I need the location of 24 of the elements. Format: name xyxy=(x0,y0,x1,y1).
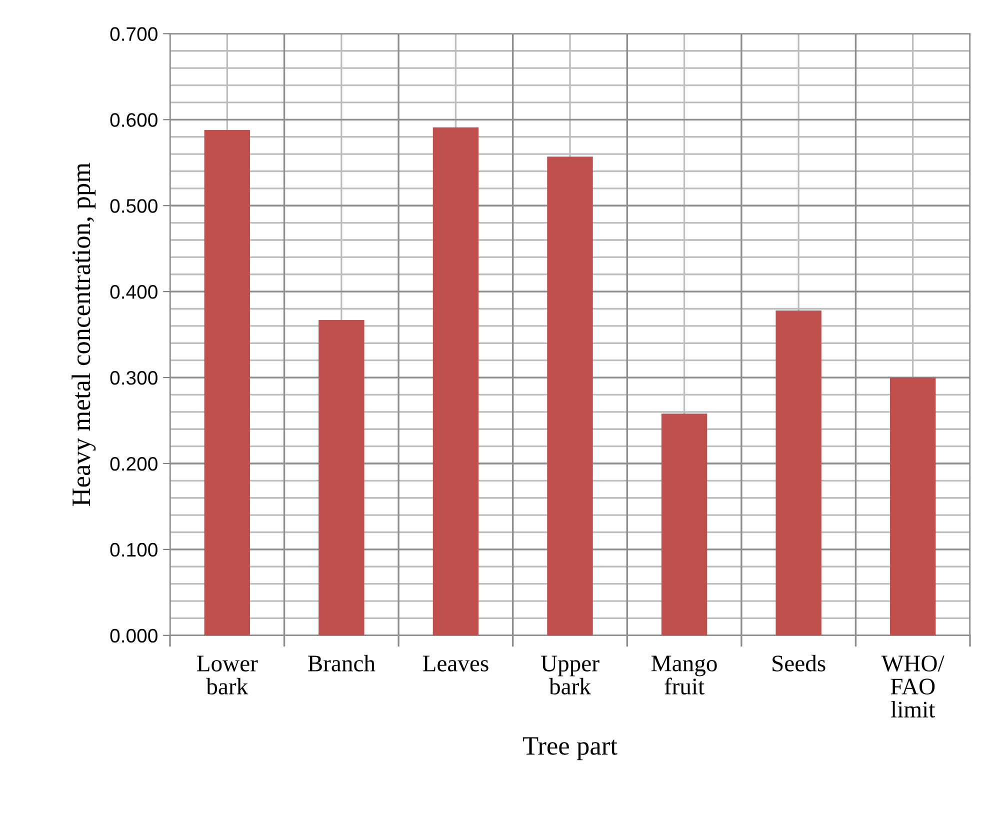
x-tick-label: Upper bark xyxy=(540,656,600,695)
y-axis-title: Heavy metal concentration, ppm xyxy=(72,162,96,506)
bar xyxy=(318,320,364,636)
y-tick-label: 0.100 xyxy=(110,542,158,557)
y-tick-label: 0.600 xyxy=(110,113,158,127)
x-tick-label: Leaves xyxy=(422,656,488,672)
x-tick-label: Seeds xyxy=(772,654,826,672)
bar xyxy=(661,414,708,636)
y-tick-label: 0.000 xyxy=(110,628,158,643)
y-tick-label: 0.200 xyxy=(110,456,158,471)
y-tick-label: 0.700 xyxy=(110,27,158,41)
bar xyxy=(890,378,936,636)
bar xyxy=(776,310,822,636)
x-tick-label: Mango fruit xyxy=(652,656,717,695)
bar xyxy=(204,130,250,636)
y-tick-label: 0.500 xyxy=(110,199,158,213)
x-tick-label: Branch xyxy=(308,654,376,672)
y-tick-label: 0.300 xyxy=(110,371,158,385)
y-tick-label: 0.400 xyxy=(110,285,158,299)
bar xyxy=(432,127,479,636)
bar xyxy=(547,156,593,636)
x-tick-label: WHO/ FAO limit xyxy=(881,656,944,718)
x-axis-title: Tree part xyxy=(522,737,618,760)
x-tick-label: Lower bark xyxy=(197,656,258,695)
